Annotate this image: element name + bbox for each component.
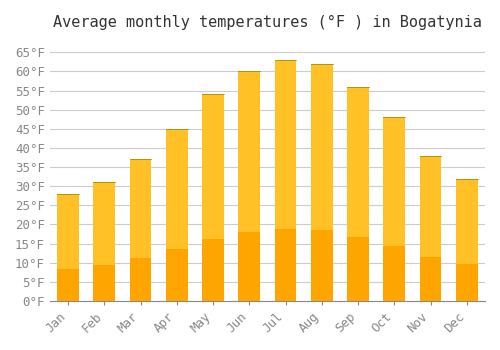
Bar xyxy=(166,129,188,301)
Bar xyxy=(420,257,442,301)
Bar xyxy=(57,269,79,301)
Bar xyxy=(456,264,477,301)
Bar xyxy=(274,60,296,301)
Bar xyxy=(311,230,332,301)
Bar xyxy=(57,194,79,301)
Bar xyxy=(456,178,477,301)
Bar xyxy=(130,258,152,301)
Bar xyxy=(347,87,369,301)
Bar xyxy=(130,159,152,301)
Title: Average monthly temperatures (°F ) in Bogatynia: Average monthly temperatures (°F ) in Bo… xyxy=(53,15,482,30)
Bar xyxy=(238,71,260,301)
Bar xyxy=(238,232,260,301)
Bar xyxy=(94,182,115,301)
Bar xyxy=(274,229,296,301)
Bar xyxy=(347,237,369,301)
Bar xyxy=(384,117,405,301)
Bar xyxy=(384,246,405,301)
Bar xyxy=(94,265,115,301)
Bar xyxy=(420,156,442,301)
Bar xyxy=(202,239,224,301)
Bar xyxy=(311,64,332,301)
Bar xyxy=(166,249,188,301)
Bar xyxy=(202,94,224,301)
